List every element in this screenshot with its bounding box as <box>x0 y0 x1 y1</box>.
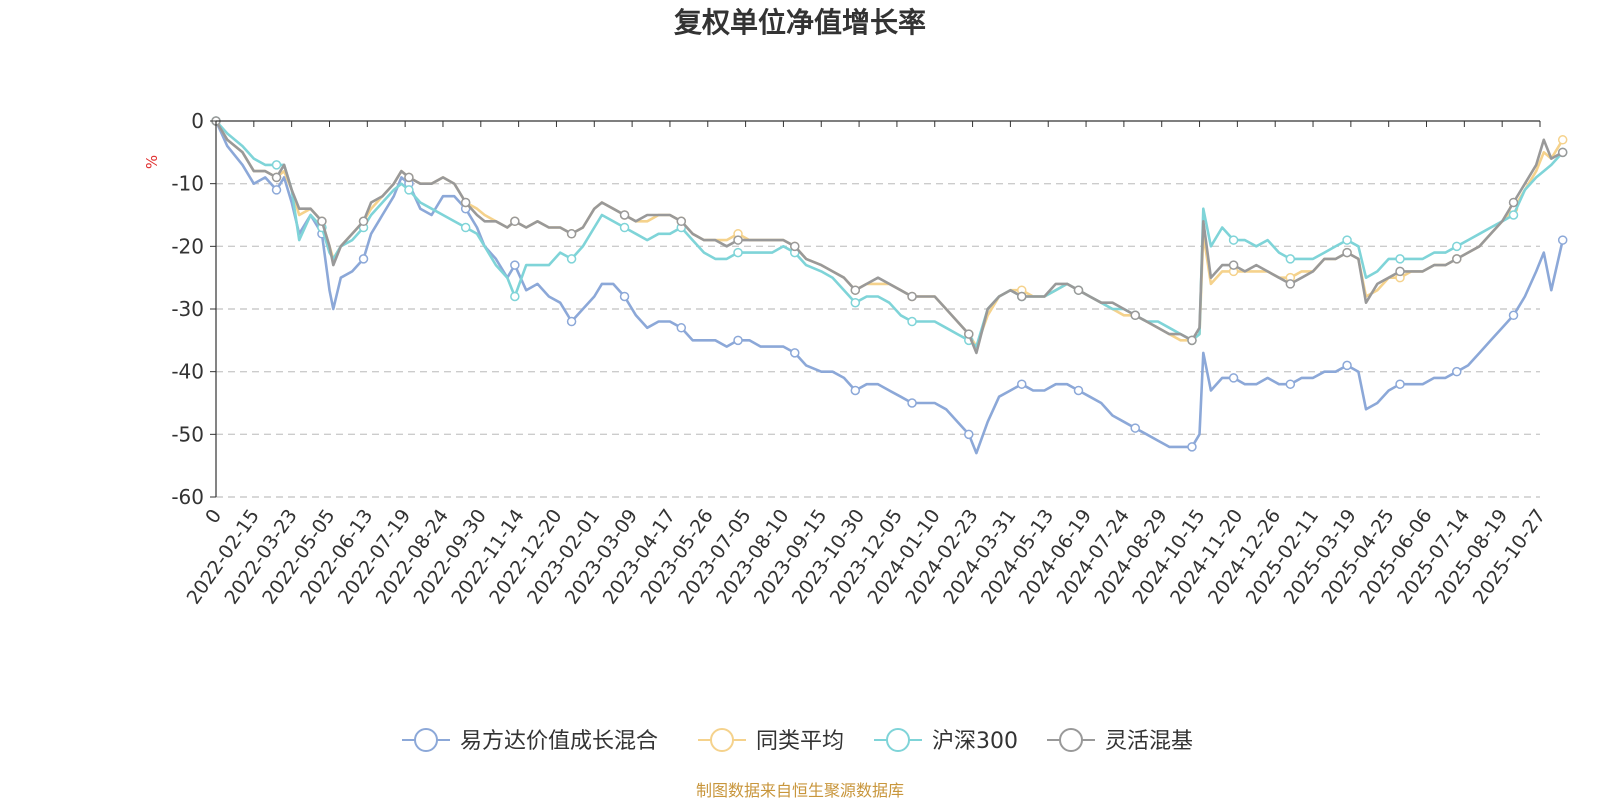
data-point <box>733 235 743 245</box>
legend-item: 沪深300 <box>874 728 1018 754</box>
data-point <box>907 291 917 302</box>
y-tick-label: -20 <box>171 234 204 258</box>
data-point <box>1508 197 1519 208</box>
source-note: 制图数据来自恒生聚源数据库 <box>696 781 904 800</box>
data-point <box>1285 279 1296 289</box>
legend-item: 同类平均 <box>698 728 844 754</box>
data-point <box>1508 210 1519 220</box>
data-point <box>1130 310 1140 321</box>
data-point <box>404 185 414 195</box>
data-point <box>1187 442 1197 452</box>
data-point <box>676 216 687 227</box>
data-point <box>676 323 687 333</box>
data-point <box>1285 379 1296 389</box>
data-point <box>1395 379 1405 389</box>
data-point <box>907 398 917 408</box>
data-point <box>850 297 861 308</box>
data-point <box>1130 423 1140 433</box>
data-point <box>1016 379 1027 389</box>
series-3 <box>211 116 1568 348</box>
data-point <box>1395 254 1405 264</box>
data-point <box>790 348 800 358</box>
series-layer <box>211 116 1568 455</box>
data-point <box>317 216 327 227</box>
legend-label: 同类平均 <box>756 729 844 754</box>
data-point <box>460 197 471 208</box>
legend: 易方达价值成长混合 同类平均 沪深300 灵活混基 <box>402 728 1193 754</box>
data-point <box>358 216 369 227</box>
series-4 <box>211 116 1568 355</box>
data-point <box>566 254 577 264</box>
data-point <box>271 185 282 195</box>
y-tick-label: -50 <box>171 422 204 446</box>
legend-label: 灵活混基 <box>1105 729 1193 754</box>
y-tick-label: -60 <box>171 485 204 509</box>
data-point <box>510 216 520 227</box>
legend-marker <box>710 728 734 752</box>
data-point <box>733 335 743 346</box>
legend-item: 灵活混基 <box>1047 728 1193 754</box>
data-point <box>733 247 743 258</box>
data-point <box>1073 385 1084 396</box>
data-point <box>1228 235 1239 245</box>
chart-title: 复权单位净值增长率 <box>674 6 926 39</box>
data-point <box>1187 335 1197 346</box>
data-point <box>1452 254 1462 264</box>
data-point <box>510 260 520 270</box>
data-point <box>790 241 800 252</box>
data-point <box>907 316 917 327</box>
data-point <box>1073 285 1084 295</box>
data-point <box>1557 135 1568 145</box>
series-2 <box>211 116 1568 348</box>
data-point <box>1342 247 1352 258</box>
data-point <box>271 160 282 170</box>
data-point <box>1557 235 1568 245</box>
legend-label: 易方达价值成长混合 <box>460 729 658 754</box>
data-point <box>404 172 414 183</box>
data-point <box>271 172 282 183</box>
data-point <box>1342 235 1352 245</box>
data-point <box>1452 366 1462 377</box>
data-point <box>460 222 471 233</box>
data-point <box>964 329 974 339</box>
data-point <box>964 429 974 440</box>
legend-marker <box>1059 728 1083 752</box>
series-line <box>214 120 1564 348</box>
data-point <box>619 222 630 233</box>
grid-layer <box>216 182 1540 498</box>
y-tick-label: 0 <box>191 109 204 133</box>
x-tick-label: 0 <box>201 505 226 528</box>
legend-marker <box>886 728 910 752</box>
data-point <box>566 316 577 327</box>
legend-item: 易方达价值成长混合 <box>402 728 658 754</box>
data-point <box>619 291 630 302</box>
data-point <box>1285 254 1296 264</box>
series-line <box>214 120 1564 455</box>
y-tick-label: -30 <box>171 297 204 321</box>
data-point <box>1342 360 1352 371</box>
series-line <box>215 120 1564 348</box>
data-point <box>619 210 630 220</box>
data-point <box>1557 147 1568 158</box>
data-point <box>1395 266 1405 277</box>
y-axis-unit: % <box>143 155 161 169</box>
data-point <box>850 385 861 396</box>
data-point <box>1508 310 1519 321</box>
legend-label: 沪深300 <box>932 729 1018 754</box>
y-tick-label: -40 <box>171 360 204 384</box>
legend-marker <box>414 728 438 752</box>
data-point <box>566 229 577 239</box>
data-point <box>1452 241 1462 252</box>
series-line <box>214 120 1564 355</box>
data-point <box>1228 373 1239 383</box>
data-point <box>358 254 369 264</box>
data-point <box>510 291 520 302</box>
data-point <box>1016 291 1027 302</box>
data-point <box>1228 260 1239 270</box>
data-point <box>850 285 861 295</box>
y-tick-label: -10 <box>171 172 204 196</box>
